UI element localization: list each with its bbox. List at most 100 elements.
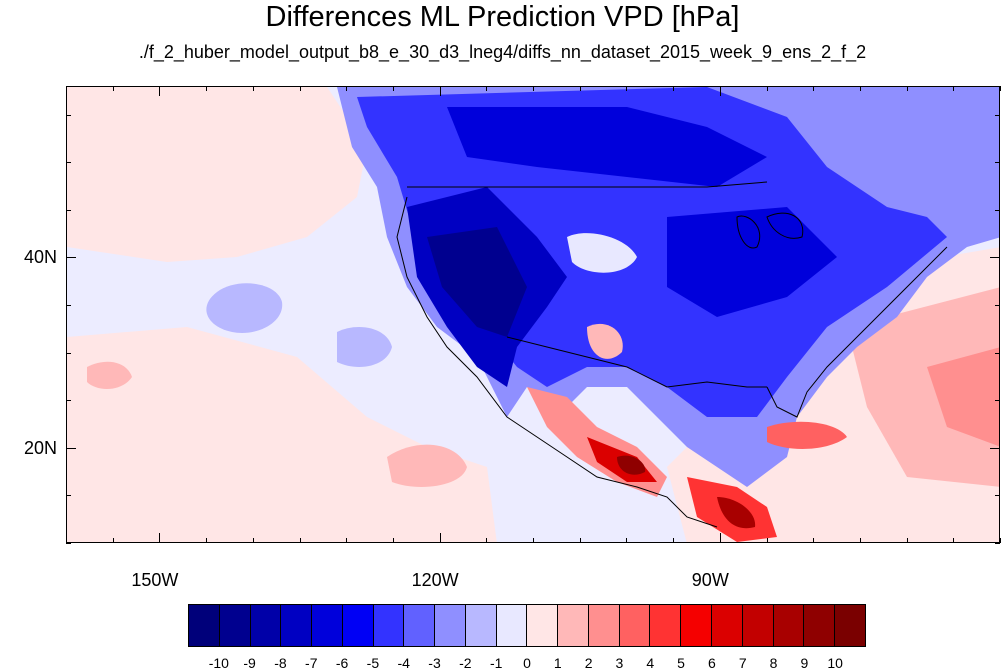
lon-tick-mark [626, 86, 628, 91]
lat-tick-mark [66, 209, 71, 211]
lon-tick-mark [673, 538, 675, 543]
colorbar-label: -2 [459, 655, 472, 671]
colorbar-box [804, 605, 836, 646]
lon-tick-mark [159, 86, 161, 96]
colorbar-box [496, 605, 528, 646]
colorbar-label: 3 [615, 655, 624, 671]
lon-tick-mark [533, 86, 534, 91]
lat-tick-mark [66, 447, 76, 449]
colorbar-label: -7 [305, 655, 318, 671]
colorbar-label: 1 [553, 655, 562, 671]
lon-tick-mark [533, 538, 534, 543]
lon-tick-mark [813, 538, 815, 543]
mexico-peak-positive [617, 455, 646, 475]
lon-tick-mark [392, 538, 394, 543]
lat-tick-mark [66, 304, 71, 306]
colorbar-box [373, 605, 405, 646]
colorbar-label: -10 [208, 655, 229, 671]
lat-tick-mark [995, 114, 1000, 116]
pink-pacific-south [67, 327, 497, 542]
lat-tick-mark [995, 400, 1000, 402]
colorbar-box [404, 605, 436, 646]
lat-tick-mark [995, 495, 1000, 497]
central-america-peak [717, 497, 756, 529]
colorbar-box [527, 605, 559, 646]
lon-tick-mark [906, 86, 908, 91]
colorbar-label: -1 [489, 655, 503, 671]
pacific-negative-blob-1 [206, 283, 283, 333]
lon-tick-mark [859, 86, 861, 91]
lon-tick-mark [206, 86, 208, 91]
lon-tick-mark [252, 538, 254, 543]
lat-tick-mark [995, 352, 1000, 354]
lon-tick-mark [439, 533, 441, 543]
atlantic-positive-2 [927, 347, 999, 447]
lat-tick-mark [995, 304, 1000, 306]
colorbar-label: 4 [646, 655, 655, 671]
lon-tick-label: 90W [691, 570, 729, 590]
lon-tick-mark [66, 86, 67, 91]
lon-tick-mark [346, 538, 348, 543]
coastlines-and-borders [396, 181, 948, 528]
colorbar-box [281, 605, 313, 646]
colorbar-label: 0 [523, 655, 531, 671]
lon-tick-mark [392, 86, 394, 91]
us-canada-border [407, 181, 768, 188]
colorbar-box [342, 605, 374, 646]
lat-tick-mark [66, 257, 76, 259]
midwest-strong-negative [667, 207, 837, 317]
lon-tick-mark [766, 86, 768, 91]
colorbar-label: -9 [243, 655, 256, 671]
vpd-difference-map [67, 87, 999, 542]
colorbar-label: 5 [677, 655, 685, 671]
colorbar-label: -6 [335, 655, 349, 671]
colorbar-box [619, 605, 651, 646]
pacific-positive-blob [387, 444, 467, 487]
lon-tick-mark [112, 86, 114, 91]
lon-tick-mark [906, 538, 908, 543]
lon-tick-mark [579, 538, 581, 543]
colorbar-box [773, 605, 805, 646]
lon-tick-mark [1000, 86, 1001, 91]
pacific-positive-small [87, 361, 132, 389]
lon-tick-mark [346, 86, 348, 91]
colorbar-box [219, 605, 251, 646]
map-subtitle: ./f_2_huber_model_output_b8_e_30_d3_lneg… [138, 42, 867, 62]
colorbar-label: 9 [800, 655, 809, 671]
colorbar [188, 604, 866, 647]
colorbar-box [835, 605, 865, 646]
gulf-coastline [626, 366, 767, 388]
lon-tick-mark [766, 538, 768, 543]
lat-tick-label: 20N [24, 437, 58, 458]
colorbar-box [250, 605, 282, 646]
lat-tick-mark [66, 114, 71, 116]
plains-weak-area [567, 233, 637, 273]
lon-tick-mark [953, 86, 955, 91]
lon-tick-mark [859, 538, 861, 543]
map-title: Differences ML Prediction VPD [hPa] [265, 1, 740, 33]
lat-tick-mark [66, 400, 71, 402]
lat-tick-mark [66, 495, 71, 497]
lon-tick-mark [299, 538, 301, 543]
pacific-coastline [396, 196, 718, 528]
lon-tick-mark [626, 538, 628, 543]
lon-tick-mark [719, 533, 721, 543]
lon-tick-mark [159, 533, 161, 543]
caribbean-positive [767, 421, 847, 449]
colorbar-box [465, 605, 497, 646]
colorbar-box [742, 605, 774, 646]
lon-tick-mark [299, 86, 301, 91]
pacific-negative-blob-2 [337, 327, 392, 367]
lon-tick-mark [112, 538, 114, 543]
map-plot-area [66, 86, 1000, 543]
lon-tick-mark [719, 86, 721, 96]
lon-tick-mark [206, 538, 208, 543]
colorbar-box [650, 605, 682, 646]
lat-tick-mark [995, 209, 1000, 211]
atlantic-positive-1 [847, 287, 999, 487]
lon-tick-mark [579, 86, 581, 91]
lon-tick-mark [813, 86, 815, 91]
lon-tick-mark [1000, 538, 1001, 543]
colorbar-box [189, 605, 220, 646]
us-mexico-border [506, 336, 628, 368]
